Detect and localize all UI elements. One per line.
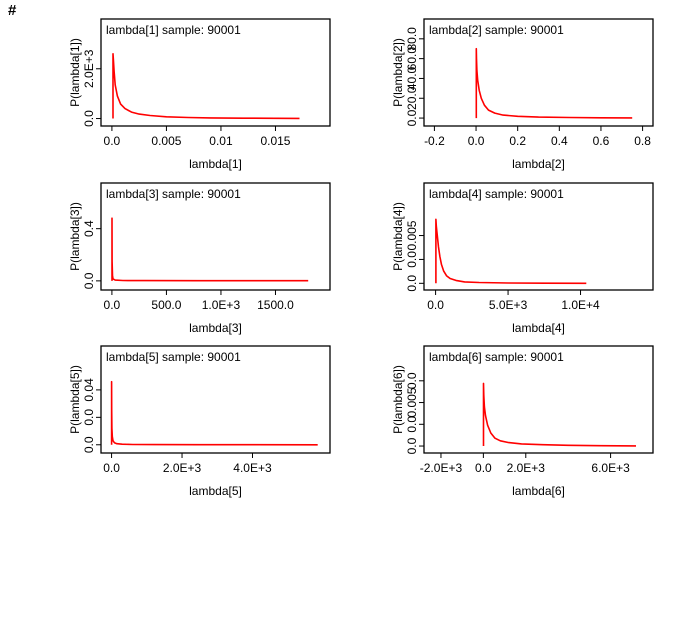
- plot-1-xtick-label-0: 0.0: [104, 134, 121, 148]
- plot-3-ylabel: P(lambda[3]): [68, 202, 82, 271]
- plot-5-title: lambda[5] sample: 90001: [106, 350, 241, 364]
- plot-5-xtick-label-2: 4.0E+3: [233, 461, 272, 475]
- plot-6-ytick-label-1: 0.0: [405, 416, 419, 433]
- plot-6-xtick-label-0: -2.0E+3: [420, 461, 463, 475]
- plot-4-ytick-label-2: 0.005: [405, 220, 419, 250]
- plot-1-xlabel: lambda[1]: [189, 157, 242, 171]
- plot-1-xtick-label-3: 0.015: [260, 134, 290, 148]
- plot-2-xtick-label-3: 0.4: [551, 134, 568, 148]
- plot-2-ylabel: P(lambda[2]): [391, 38, 405, 107]
- plot-5-xtick-label-0: 0.0: [103, 461, 120, 475]
- plot-3-frame: [100, 182, 331, 291]
- plot-3-series-1-line: [111, 217, 309, 282]
- plot-5-frame: [100, 345, 331, 454]
- plot-4-ylabel: P(lambda[4]): [391, 202, 405, 271]
- plot-6-frame: [423, 345, 654, 454]
- plot-2-ytick-label-3: 60.0: [405, 47, 419, 71]
- plot-2-ytick-label-1: 20.0: [405, 86, 419, 110]
- plot-4-xtick-label-2: 1.0E+4: [561, 298, 600, 312]
- plot-3-ytick-label-1: 0.4: [82, 220, 96, 237]
- plot-5-series-1-line: [110, 380, 318, 446]
- plot-5-ylabel: P(lambda[5]): [68, 365, 82, 434]
- plot-1-ylabel: P(lambda[1]): [68, 38, 82, 107]
- plot-4-series-1-line: [435, 218, 587, 285]
- plot-3-xlabel: lambda[3]: [189, 321, 242, 335]
- plot-1-series-1-line: [112, 53, 300, 120]
- plot-1-title: lambda[1] sample: 90001: [106, 23, 241, 37]
- plot-6-ylabel: P(lambda[6]): [391, 365, 405, 434]
- plot-6-ytick-label-0: 0.0: [405, 437, 419, 454]
- plot-5-xlabel: lambda[5]: [189, 484, 242, 498]
- plot-2-series-1-line: [475, 47, 633, 119]
- plot-1-xtick-label-1: 0.005: [151, 134, 181, 148]
- plot-2-xlabel: lambda[2]: [512, 157, 565, 171]
- plot-1-ytick-label-1: 2.0E+3: [82, 49, 96, 88]
- plot-5-ytick-label-1: 0.0: [82, 409, 96, 426]
- plot-6-xlabel: lambda[6]: [512, 484, 565, 498]
- plot-6-xtick-label-2: 2.0E+3: [507, 461, 546, 475]
- plot-2-xtick-label-0: -0.2: [424, 134, 445, 148]
- plot-1-frame: [100, 18, 331, 127]
- plot-1-xtick-label-2: 0.01: [209, 134, 233, 148]
- plot-4-xlabel: lambda[4]: [512, 321, 565, 335]
- plot-3-xtick-label-0: 0.0: [104, 298, 121, 312]
- plot-4-ytick-label-0: 0.0: [405, 275, 419, 292]
- plot-4-frame: [423, 182, 654, 291]
- plot-6-title: lambda[6] sample: 90001: [429, 350, 564, 364]
- plot-6-xtick-label-1: 0.0: [475, 461, 492, 475]
- plot-6-xtick-label-3: 6.0E+3: [591, 461, 630, 475]
- plot-2-title: lambda[2] sample: 90001: [429, 23, 564, 37]
- plot-5-xtick-label-1: 2.0E+3: [163, 461, 202, 475]
- header-symbol: #: [8, 2, 17, 19]
- plot-2-xtick-label-1: 0.0: [468, 134, 485, 148]
- plot-6-series-1-line: [482, 382, 637, 447]
- plot-2-xtick-label-2: 0.2: [509, 134, 526, 148]
- plot-2-xtick-label-5: 0.8: [634, 134, 651, 148]
- plot-2-ytick-label-4: 80.0: [405, 27, 419, 51]
- plot-3-xtick-label-3: 1500.0: [257, 298, 294, 312]
- plot-2-frame: [423, 18, 654, 127]
- plot-2-ytick-label-2: 40.0: [405, 66, 419, 90]
- plot-2-xtick-label-4: 0.6: [593, 134, 610, 148]
- plot-5-ytick-label-0: 0.0: [82, 436, 96, 453]
- plot-3-xtick-label-2: 1.0E+3: [202, 298, 241, 312]
- plot-3-xtick-label-1: 500.0: [151, 298, 181, 312]
- plot-6-ytick-label-3: 0.0: [405, 372, 419, 389]
- plot-5-ytick-label-2: 0.04: [82, 378, 96, 402]
- plot-4-xtick-label-0: 0.0: [427, 298, 444, 312]
- plot-4-title: lambda[4] sample: 90001: [429, 187, 564, 201]
- plot-3-ytick-label-0: 0.0: [82, 272, 96, 289]
- plot-6-ytick-label-2: 0.005: [405, 387, 419, 417]
- plot-4-ytick-label-1: 0.0: [405, 251, 419, 268]
- plot-4-xtick-label-1: 5.0E+3: [489, 298, 528, 312]
- plot-3-title: lambda[3] sample: 90001: [106, 187, 241, 201]
- plot-2-ytick-label-0: 0.0: [405, 109, 419, 126]
- plot-1-ytick-label-0: 0.0: [82, 110, 96, 127]
